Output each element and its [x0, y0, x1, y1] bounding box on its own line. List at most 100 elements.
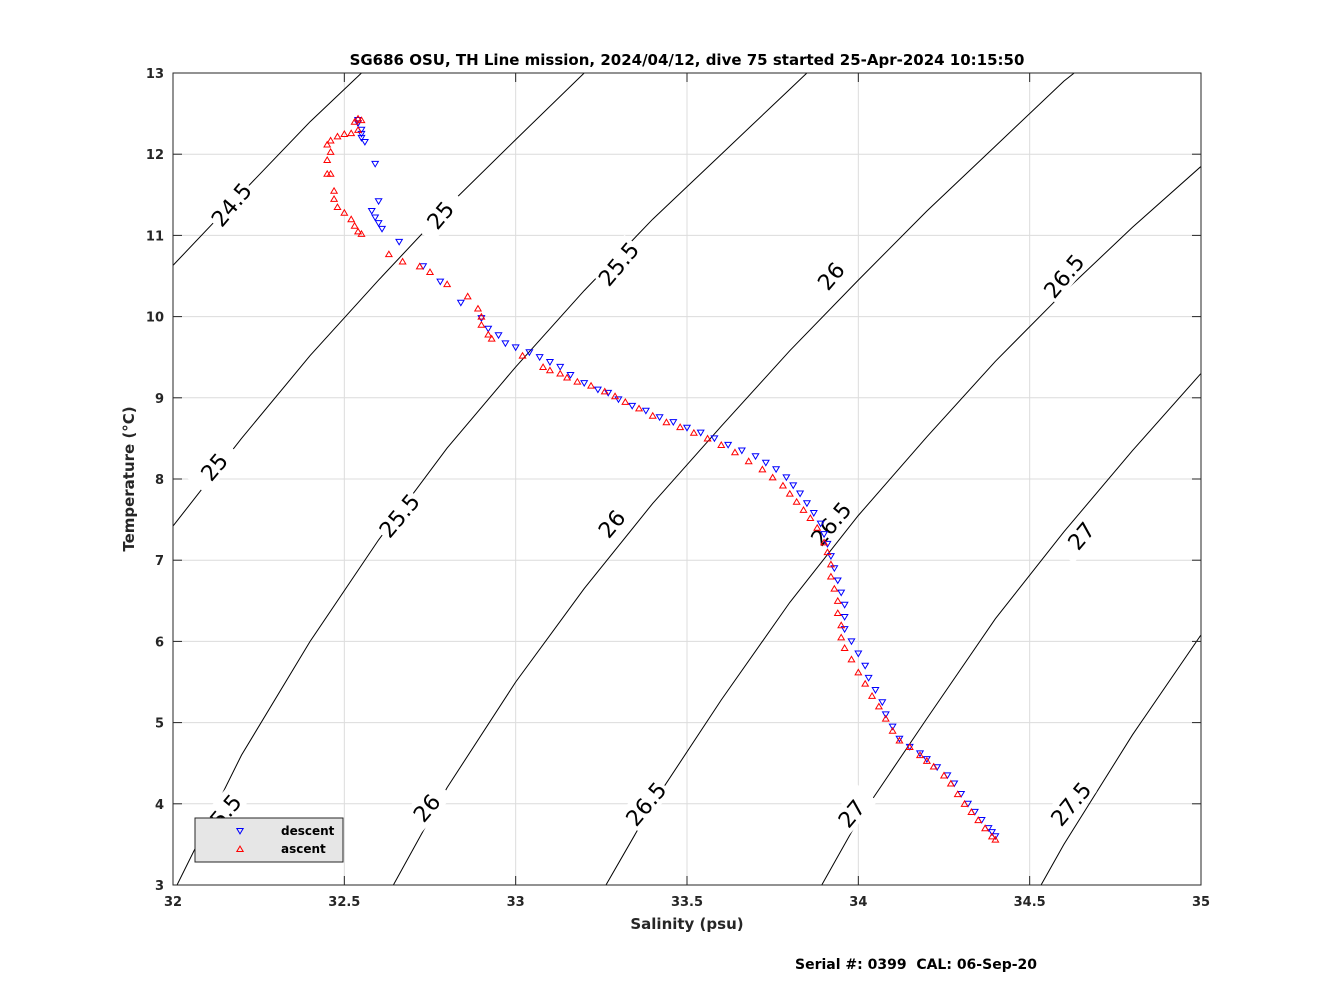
legend-marker-ascent [235, 845, 245, 853]
ascent-point [398, 257, 407, 265]
ascent-point [323, 140, 332, 148]
ascent-point [586, 381, 596, 389]
descent-point [357, 134, 366, 142]
descent-point [861, 662, 870, 670]
ascent-point [477, 320, 486, 328]
descent-point [802, 500, 812, 508]
ascent-point [929, 762, 938, 770]
ascent-point [350, 221, 359, 229]
ascent-point [347, 215, 356, 223]
ascent-point [484, 330, 493, 338]
ascent-point [443, 280, 452, 288]
ascent-point [340, 130, 349, 137]
y-tick-label: 8 [155, 473, 164, 488]
descent-point [915, 750, 925, 758]
descent-point [525, 349, 534, 357]
descent-point [580, 380, 589, 388]
ascent-point [939, 771, 949, 779]
ascent-point [833, 596, 842, 604]
legend-marker-ascent-shape [235, 845, 245, 853]
ascent-point [854, 668, 863, 676]
ascent-point [562, 373, 572, 381]
descent-point [682, 424, 692, 432]
legend: descent ascent [194, 817, 344, 863]
legend-label-ascent: ascent [281, 842, 326, 856]
density-contour-25 [173, 73, 585, 527]
y-tick-label: 5 [155, 717, 164, 732]
ascent-point [326, 136, 335, 144]
ascent-point [676, 423, 685, 431]
contour-label-bg [803, 247, 857, 304]
contour-label-bg [412, 186, 467, 243]
ascent-point [946, 779, 955, 787]
ascent-point [967, 808, 976, 815]
descent-point [456, 299, 465, 307]
x-tick-label: 32.5 [328, 895, 360, 910]
contour-label-bg [371, 486, 426, 544]
descent-point [655, 414, 664, 422]
descent-point [628, 402, 637, 410]
descent-point [837, 589, 846, 597]
descent-point [878, 699, 887, 707]
ascent-point [545, 366, 555, 374]
ascent-point [953, 790, 962, 798]
y-tick-label: 11 [146, 229, 164, 244]
descent-point [371, 214, 380, 222]
contour-label-bg [1036, 247, 1090, 304]
descent-point [826, 553, 835, 561]
ascent-point [573, 377, 582, 385]
descent-point [566, 372, 575, 379]
ascent-point [888, 726, 897, 734]
ascent-point [556, 369, 565, 377]
ascent-point [634, 404, 644, 412]
ascent-point [662, 418, 671, 426]
serial-cal-footer: Serial #: 0399 CAL: 06-Sep-20 [795, 957, 1038, 973]
descent-point [696, 429, 705, 437]
descent-point [614, 396, 623, 404]
ascent-point [867, 691, 877, 699]
density-contour-27.5 [1040, 634, 1201, 885]
descent-point [556, 363, 565, 371]
descent-point [371, 160, 380, 168]
descent-point [772, 466, 781, 474]
descent-point [840, 601, 849, 609]
density-contour-26 [392, 73, 1075, 885]
ascent-point [329, 186, 339, 194]
ascent-point [689, 428, 698, 436]
ascent-point [823, 548, 832, 556]
contour-label-bg [1053, 506, 1108, 564]
ascent-point [833, 609, 842, 617]
descent-point [511, 344, 520, 352]
ascent-point [874, 702, 883, 710]
descent-point [782, 474, 791, 482]
x-tick-label: 33 [507, 895, 525, 910]
ascent-point [960, 799, 969, 807]
ascent-point [425, 268, 435, 275]
y-tick-label: 6 [155, 635, 164, 650]
ascent-point [974, 816, 983, 824]
descent-point [847, 638, 856, 646]
ascent-point [477, 312, 486, 320]
x-tick-label: 33.5 [671, 895, 703, 910]
descent-point [367, 207, 376, 215]
contour-label-bg [591, 234, 645, 292]
descent-point [360, 138, 369, 146]
ascent-point [922, 756, 931, 764]
contour-label-bg [584, 494, 638, 552]
contour-label-group: 26 [399, 778, 453, 836]
descent-point [641, 407, 650, 415]
chart-title: SG686 OSU, TH Line mission, 2024/04/12, … [350, 51, 1025, 69]
descent-point [895, 735, 904, 743]
contour-label-bg [1043, 774, 1097, 832]
density-contour-25.5 [176, 73, 808, 885]
x-tick-label: 34 [849, 895, 867, 910]
descent-point [840, 626, 849, 634]
descent-point [823, 540, 832, 548]
ascent-point [987, 832, 997, 840]
x-tick-label: 32 [164, 895, 182, 910]
x-tick-label: 34.5 [1014, 895, 1046, 910]
density-contour-26.5 [605, 166, 1201, 885]
ascent-point [826, 572, 835, 580]
ascent-point [326, 147, 335, 155]
descent-point [484, 325, 493, 333]
